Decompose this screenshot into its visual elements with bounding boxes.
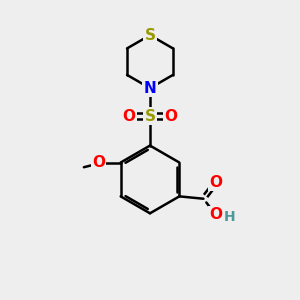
Text: O: O (122, 109, 135, 124)
Text: O: O (165, 109, 178, 124)
Text: S: S (145, 28, 155, 43)
Text: S: S (145, 109, 155, 124)
Text: O: O (92, 155, 105, 170)
Text: N: N (144, 81, 156, 96)
Text: O: O (209, 175, 222, 190)
Text: H: H (223, 210, 235, 224)
Text: O: O (209, 207, 222, 222)
